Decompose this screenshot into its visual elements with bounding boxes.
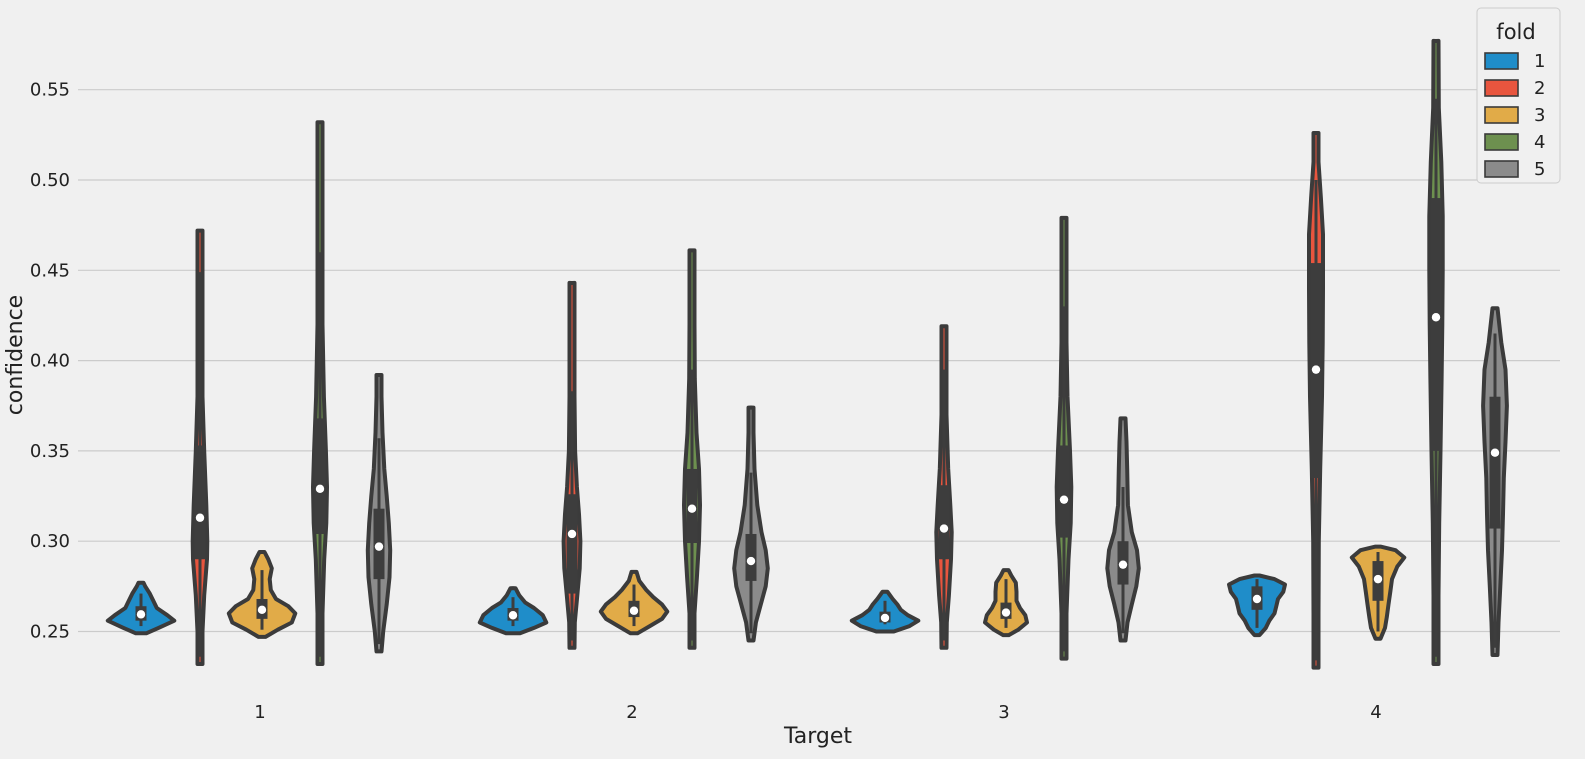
violin-median-point [195,513,205,522]
violin-median-point [1252,594,1262,604]
violin-iqr-box [194,445,206,560]
x-tick-label: 4 [1370,702,1381,723]
legend-label: 1 [1534,51,1545,72]
violin-iqr-box [1430,198,1442,451]
violin-median-point [508,611,518,620]
legend-items: 1 2 3 4 5 [1484,51,1545,180]
violin-median-point [939,524,949,533]
legend-swatch-fold-2 [1484,79,1519,97]
violin-median-point [746,556,756,566]
legend-swatch-fold-3 [1484,106,1519,124]
violin-iqr-box [314,418,326,534]
violin-median-point [315,484,325,494]
legend-title: fold [1496,20,1535,44]
legend: fold 1 2 3 4 5 [1476,7,1561,184]
violin-iqr-box [566,494,578,594]
legend-swatch-fold-4 [1484,133,1519,151]
legend-swatch-fold-1 [1484,52,1519,70]
violin-iqr-box [1058,445,1070,538]
violin-median-point [687,504,697,513]
violin-median-point [1373,574,1383,584]
legend-swatch-fold-5 [1484,160,1519,178]
violin-median-point [629,606,639,615]
violin-median-point [1490,448,1500,457]
x-tick-labels: 1 2 3 4 [254,702,1381,723]
y-tick-label: 0.40 [30,351,70,372]
legend-label: 5 [1534,159,1545,180]
violin-median-point [136,610,146,619]
y-tick-label: 0.50 [30,170,70,191]
x-tick-label: 2 [626,702,637,723]
violin-median-point [1059,495,1069,504]
violin-median-point [1118,560,1128,569]
legend-label: 3 [1534,105,1545,126]
legend-label: 4 [1534,132,1545,153]
y-tick-labels: 0.25 0.30 0.35 0.40 0.45 0.50 0.55 [30,80,70,643]
x-tick-label: 3 [998,702,1009,723]
violin-median-point [1431,313,1441,322]
y-tick-label: 0.35 [30,441,70,462]
y-tick-label: 0.25 [30,622,70,643]
violin-iqr-box [938,485,950,560]
y-axis-label: confidence [3,295,28,415]
violins [105,38,1509,670]
y-tick-label: 0.55 [30,80,70,101]
violin-median-point [567,529,577,539]
y-tick-label: 0.45 [30,260,70,281]
y-tick-label: 0.30 [30,531,70,552]
violin-median-point [880,613,890,623]
legend-label: 2 [1534,78,1545,99]
violin-iqr-box [1489,396,1501,529]
violin-median-point [374,542,384,551]
violin-median-point [1311,365,1321,374]
x-axis-label: Target [783,724,852,749]
violin-median-point [257,605,267,615]
x-tick-label: 1 [254,702,265,723]
violin-median-point [1001,608,1011,617]
